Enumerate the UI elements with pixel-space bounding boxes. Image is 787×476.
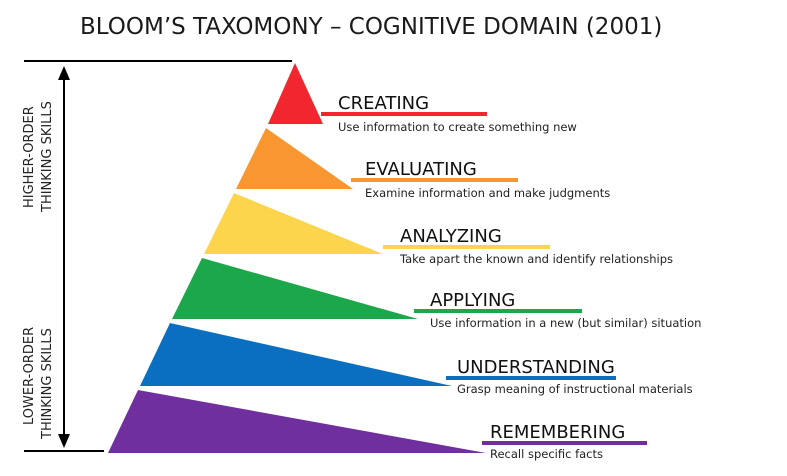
- pyramid-level-creating: [268, 63, 323, 124]
- level-description-evaluating: Examine information and make judgments: [365, 186, 610, 200]
- underline-understanding: [446, 376, 616, 380]
- diagram-title: BLOOM’S TAXOMONY – COGNITIVE DOMAIN (200…: [80, 14, 662, 40]
- pyramid-level-applying: [172, 258, 418, 319]
- underline-analyzing: [383, 245, 550, 249]
- level-underlines: [321, 112, 647, 445]
- underline-evaluating: [351, 178, 518, 182]
- pyramid: [108, 63, 486, 453]
- level-title-evaluating: EVALUATING: [365, 159, 477, 180]
- level-title-understanding: UNDERSTANDING: [457, 357, 615, 378]
- underline-remembering: [482, 441, 647, 445]
- higher-order-label-line-2: THINKING SKILLS: [40, 101, 55, 213]
- underline-applying: [414, 309, 582, 313]
- pyramid-level-remembering: [108, 390, 486, 453]
- level-title-remembering: REMEMBERING: [490, 422, 625, 443]
- level-description-creating: Use information to create something new: [338, 120, 577, 134]
- level-title-analyzing: ANALYZING: [400, 226, 502, 247]
- level-description-applying: Use information in a new (but similar) s…: [430, 316, 701, 330]
- pyramid-level-evaluating: [236, 128, 353, 189]
- vertical-arrow: [58, 66, 70, 448]
- underline-creating: [321, 112, 487, 116]
- arrow-head-down-icon: [58, 434, 70, 448]
- level-title-creating: CREATING: [338, 93, 429, 114]
- higher-order-label-line-1: HIGHER-ORDER: [22, 106, 37, 208]
- level-description-remembering: Recall specific facts: [490, 447, 603, 461]
- arrow-head-up-icon: [58, 66, 70, 80]
- lower-order-label-line-2: THINKING SKILLS: [40, 328, 55, 440]
- level-title-applying: APPLYING: [430, 290, 515, 311]
- level-description-understanding: Grasp meaning of instructional materials: [457, 382, 693, 396]
- level-description-analyzing: Take apart the known and identify relati…: [399, 252, 673, 266]
- pyramid-level-analyzing: [204, 193, 383, 254]
- lower-order-label-line-1: LOWER-ORDER: [22, 327, 37, 425]
- pyramid-level-understanding: [140, 323, 452, 386]
